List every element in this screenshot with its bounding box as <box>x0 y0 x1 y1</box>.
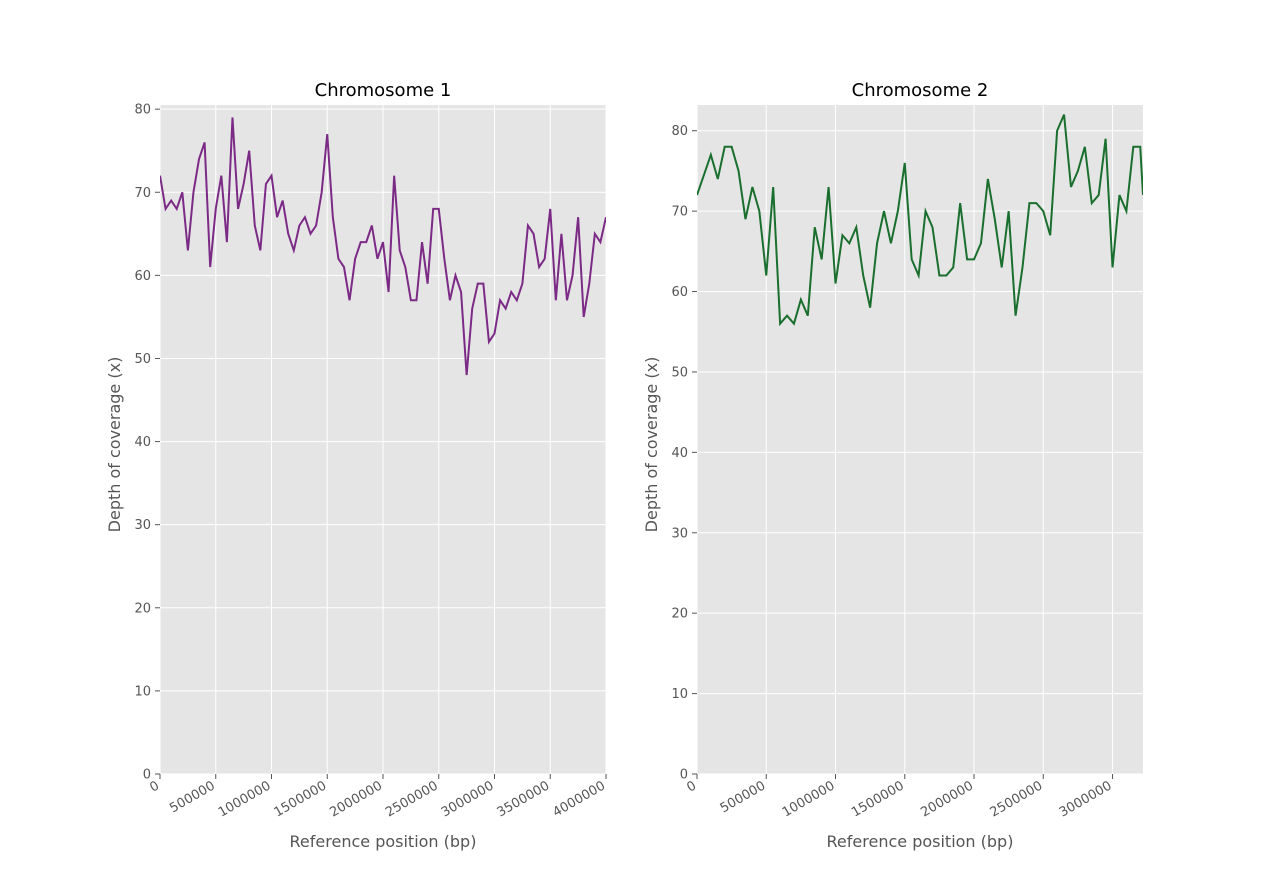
x-tick-label: 500000 <box>167 778 217 816</box>
y-tick-label: 80 <box>134 103 151 118</box>
x-tick-label: 1500000 <box>849 778 907 820</box>
y-tick-label: 50 <box>671 365 688 380</box>
x-tick-label: 4000000 <box>550 778 608 820</box>
chart-title-chr2: Chromosome 2 <box>852 80 989 101</box>
y-tick-label: 70 <box>134 186 151 201</box>
chart-title-chr1: Chromosome 1 <box>315 80 452 101</box>
y-tick-label: 60 <box>134 269 151 284</box>
panel-chr1: 0 500000100000015000002000000250000030000… <box>105 80 608 851</box>
coverage-line-chr1 <box>160 117 606 376</box>
x-axis-label-chr2: Reference position (bp) <box>827 832 1014 851</box>
x-tick-label: 3000000 <box>439 778 497 820</box>
y-tick-label: 30 <box>671 526 688 541</box>
y-tick-label: 30 <box>134 518 151 533</box>
x-tick-label: 1000000 <box>216 778 274 820</box>
y-axis-label-chr2: Depth of coverage (x) <box>642 357 661 533</box>
y-tick-label: 10 <box>671 687 688 702</box>
x-tick-label: 2000000 <box>918 778 976 820</box>
y-tick-label: 20 <box>134 601 151 616</box>
panel-chr2: 0 500000 1000000 1500000 2000000 2500000 30000… <box>642 80 1143 851</box>
y-tick-label: 0 <box>680 768 688 783</box>
y-tick-label: 40 <box>134 435 151 450</box>
x-tick-label: 2500000 <box>383 778 441 820</box>
x-tick-label: 3000000 <box>1057 778 1115 820</box>
y-tick-label: 50 <box>134 352 151 367</box>
coverage-line-chr2 <box>697 114 1143 327</box>
x-tick-label: 1500000 <box>272 778 330 820</box>
y-axis-label-chr1: Depth of coverage (x) <box>105 357 124 533</box>
x-tick-label: 1000000 <box>780 778 838 820</box>
y-tick-label: 80 <box>671 124 688 139</box>
x-axis-label-chr1: Reference position (bp) <box>290 832 477 851</box>
y-tick-label: 40 <box>671 446 688 461</box>
x-tick-label: 3500000 <box>495 778 553 820</box>
x-tick-label: 2500000 <box>988 778 1046 820</box>
x-tick-label: 500000 <box>718 778 768 816</box>
y-tick-label: 0 <box>143 768 151 783</box>
y-tick-label: 10 <box>134 684 151 699</box>
y-tick-label: 60 <box>671 285 688 300</box>
y-tick-label: 70 <box>671 205 688 220</box>
x-tick-label: 2000000 <box>327 778 385 820</box>
y-tick-label: 20 <box>671 607 688 622</box>
plot-area-chr2 <box>697 105 1143 774</box>
